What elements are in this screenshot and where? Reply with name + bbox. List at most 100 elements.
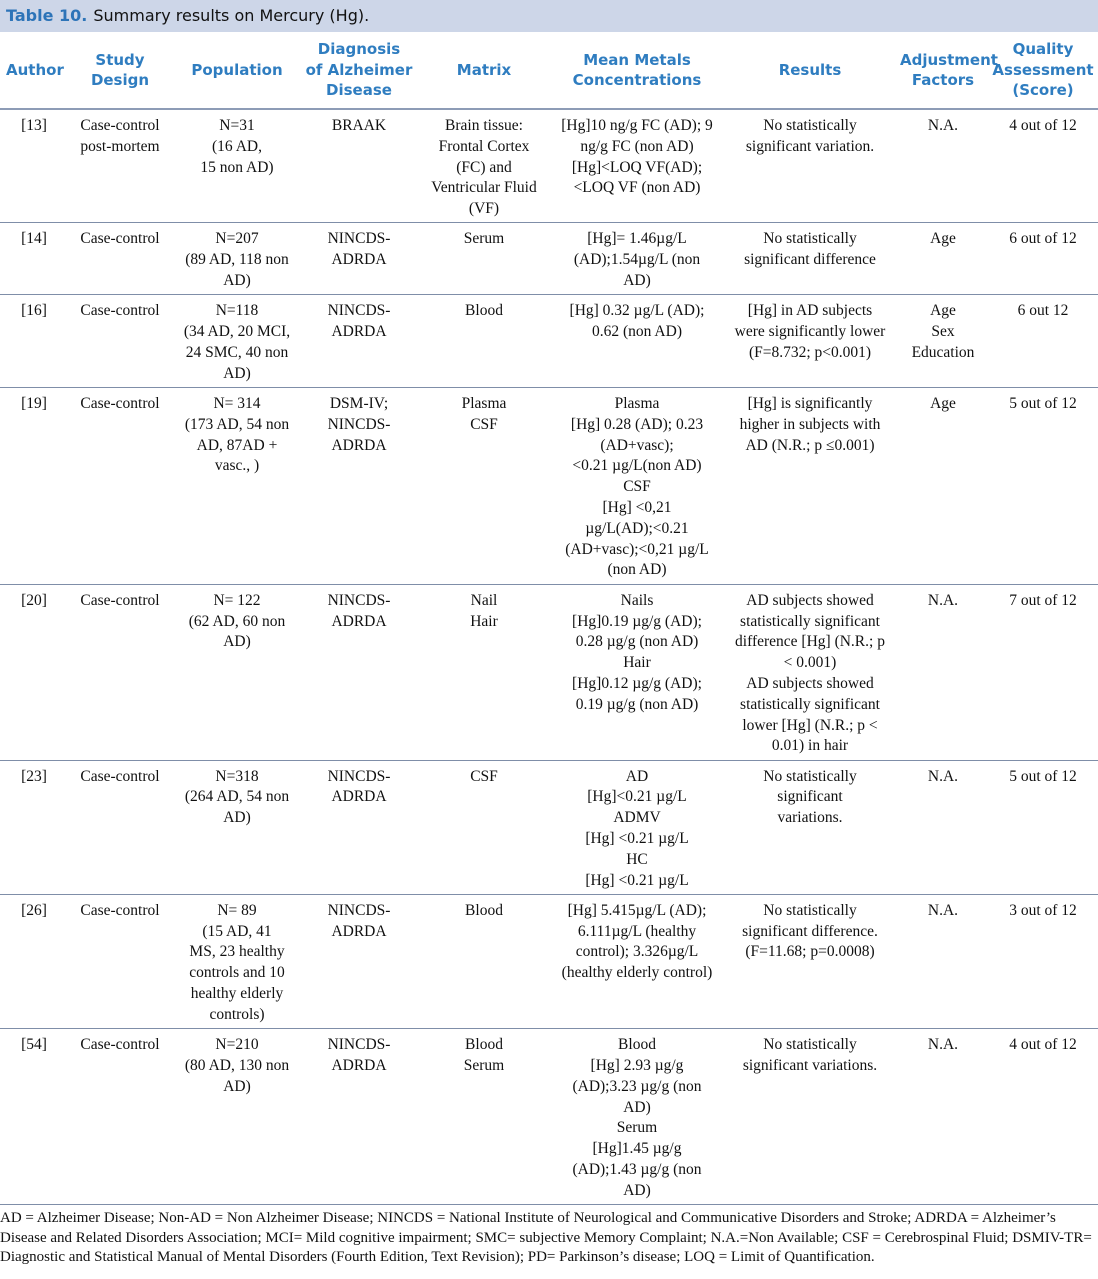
cell-line: Plasma bbox=[461, 395, 507, 413]
cell-line: [Hg]= 1.46µg/L bbox=[587, 230, 687, 248]
cell-line: Age bbox=[930, 230, 956, 248]
cell-line: 6.111µg/L (healthy bbox=[577, 922, 697, 940]
cell-line: N=207 bbox=[215, 230, 259, 248]
cell-line: significant bbox=[777, 788, 843, 806]
header-line: Disease bbox=[326, 81, 392, 100]
cell-line: (AD);1.54µg/L (non bbox=[573, 251, 701, 269]
header-cell: Results bbox=[722, 32, 898, 110]
table-row: [13] Case-control post-mortem N=31 (16 AD, 15… bbox=[0, 109, 1098, 224]
cell-line: [16] bbox=[21, 302, 47, 320]
cell-line: 6 out of 12 bbox=[1009, 230, 1077, 248]
table-cell: Case-control bbox=[68, 894, 172, 1030]
cell-line: (173 AD, 54 non bbox=[184, 415, 290, 433]
cell-line: statistically significant bbox=[740, 695, 880, 713]
cell-line: 7 out of 12 bbox=[1009, 591, 1077, 609]
cell-line: significant difference. bbox=[742, 922, 878, 940]
cell-line: [Hg]0.12 µg/g (AD); bbox=[572, 674, 702, 692]
cell-line: Blood bbox=[465, 901, 503, 919]
cell-line: ADRDA bbox=[331, 788, 387, 806]
cell-line: 0.62 (non AD) bbox=[592, 323, 682, 341]
cell-line: (healthy elderly control) bbox=[561, 964, 713, 982]
cell-line: ADRDA bbox=[331, 1056, 387, 1074]
cell-line: significant difference bbox=[744, 251, 876, 269]
cell-line: significant variation. bbox=[745, 137, 875, 155]
cell-line: 4 out of 12 bbox=[1009, 117, 1077, 134]
header-cell: Quality Assessment (Score) bbox=[988, 32, 1098, 110]
cell-line: AD (N.R.; p ≤0.001) bbox=[745, 436, 875, 454]
cell-line: [Hg] 0.28 (AD); 0.23 bbox=[570, 415, 704, 433]
cell-line: Frontal Cortex bbox=[438, 137, 530, 155]
header-line: of Alzheimer bbox=[305, 60, 413, 79]
cell-line: No statistically bbox=[763, 1036, 857, 1054]
header-line: Adjustment bbox=[900, 50, 998, 69]
cell-line: N= 314 bbox=[213, 395, 261, 413]
cell-line: 3 out of 12 bbox=[1009, 901, 1077, 919]
cell-line: Ventricular Fluid bbox=[431, 179, 537, 197]
cell-line: Education bbox=[911, 343, 975, 361]
header-line: Mean Metals bbox=[583, 50, 691, 69]
cell-line: (80 AD, 130 non bbox=[184, 1056, 290, 1074]
cell-line: ADRDA bbox=[331, 922, 387, 940]
table-cell: CSF bbox=[416, 760, 552, 895]
cell-line: healthy elderly bbox=[190, 985, 284, 1003]
cell-line: AD subjects showed bbox=[746, 591, 874, 609]
cell-line: [Hg] 2.93 µg/g bbox=[590, 1056, 684, 1074]
table-cell: [Hg] 5.415µg/L (AD); 6.111µg/L (healthy co… bbox=[552, 894, 722, 1030]
cell-line: N.A. bbox=[927, 117, 959, 134]
table-cell: [20] bbox=[0, 584, 68, 761]
cell-line: NINCDS- bbox=[327, 767, 391, 785]
table-cell: N=318 (264 AD, 54 non AD) bbox=[172, 760, 302, 895]
cell-line: BRAAK bbox=[331, 117, 387, 134]
table-cell: Blood bbox=[416, 894, 552, 1030]
cell-line: [Hg]0.19 µg/g (AD); bbox=[572, 612, 702, 630]
table-cell: N= 122 (62 AD, 60 non AD) bbox=[172, 584, 302, 761]
cell-line: (62 AD, 60 non bbox=[188, 612, 286, 630]
table-cell: N=118 (34 AD, 20 MCI, 24 SMC, 40 non AD) bbox=[172, 294, 302, 389]
cell-line: Plasma bbox=[614, 395, 660, 413]
header-line: Population bbox=[191, 60, 283, 79]
header-cell: Adjustment Factors bbox=[898, 32, 998, 110]
cell-line: NINCDS- bbox=[327, 901, 391, 919]
table-row: [14] Case-control N=207 (89 AD, 118 non AD) N… bbox=[0, 222, 1098, 296]
table-title: Table 10. Summary results on Mercury (Hg)… bbox=[0, 0, 1098, 32]
cell-line: Case-control bbox=[80, 117, 160, 134]
cell-line: (non AD) bbox=[607, 561, 667, 579]
cell-line: 0.19 µg/g (non AD) bbox=[575, 695, 699, 713]
table-cell: Nail Hair bbox=[416, 584, 552, 761]
cell-line: (AD+vasc); bbox=[600, 436, 674, 454]
cell-line: 4 out of 12 bbox=[1009, 1036, 1077, 1054]
table-cell: Case-control bbox=[68, 1028, 172, 1206]
table-cell: NINCDS- ADRDA bbox=[302, 894, 416, 1030]
table-cell: N= 89 (15 AD, 41 MS, 23 healthy controls an… bbox=[172, 894, 302, 1030]
table-cell: No statistically significant difference bbox=[722, 222, 898, 296]
cell-line: Case-control bbox=[80, 901, 160, 919]
cell-line: (AD);1.43 µg/g (non bbox=[572, 1160, 702, 1178]
cell-line: µg/L(AD);<0.21 bbox=[585, 519, 689, 537]
table-cell: NINCDS- ADRDA bbox=[302, 1028, 416, 1206]
cell-line: NINCDS- bbox=[327, 230, 391, 248]
table-cell: 3 out of 12 bbox=[988, 894, 1098, 1030]
cell-line: ADRDA bbox=[331, 436, 387, 454]
header-line: Matrix bbox=[456, 60, 512, 79]
table-cell: N.A. bbox=[898, 109, 988, 224]
cell-line: CSF bbox=[623, 478, 651, 496]
header-cell: Diagnosis of Alzheimer Disease bbox=[302, 32, 416, 110]
table-cell: Plasma [Hg] 0.28 (AD); 0.23 (AD+vasc); <0.2… bbox=[552, 387, 722, 585]
cell-line: CSF bbox=[470, 415, 498, 433]
table-cell: [Hg]10 ng/g FC (AD); 9 ng/g FC (non AD) [H… bbox=[552, 109, 722, 224]
cell-line: control); 3.326µg/L bbox=[575, 943, 699, 961]
cell-line: Nails bbox=[620, 591, 654, 609]
table-cell: [Hg] 0.32 µg/L (AD); 0.62 (non AD) bbox=[552, 294, 722, 389]
cell-line: Hair bbox=[623, 654, 651, 672]
table-cell: No statistically significant variations. bbox=[722, 760, 898, 895]
table-cell: Case-control bbox=[68, 294, 172, 389]
cell-line: 5 out of 12 bbox=[1009, 767, 1077, 785]
cell-line: N=318 bbox=[215, 767, 259, 785]
table-cell: 4 out of 12 bbox=[988, 109, 1098, 224]
table-cell: [Hg]= 1.46µg/L (AD);1.54µg/L (non AD) bbox=[552, 222, 722, 296]
header-line: Author bbox=[6, 60, 64, 79]
cell-line: AD) bbox=[223, 364, 251, 382]
table-cell: Case-control bbox=[68, 584, 172, 761]
cell-line: Age bbox=[930, 395, 956, 413]
table-cell: Blood bbox=[416, 294, 552, 389]
